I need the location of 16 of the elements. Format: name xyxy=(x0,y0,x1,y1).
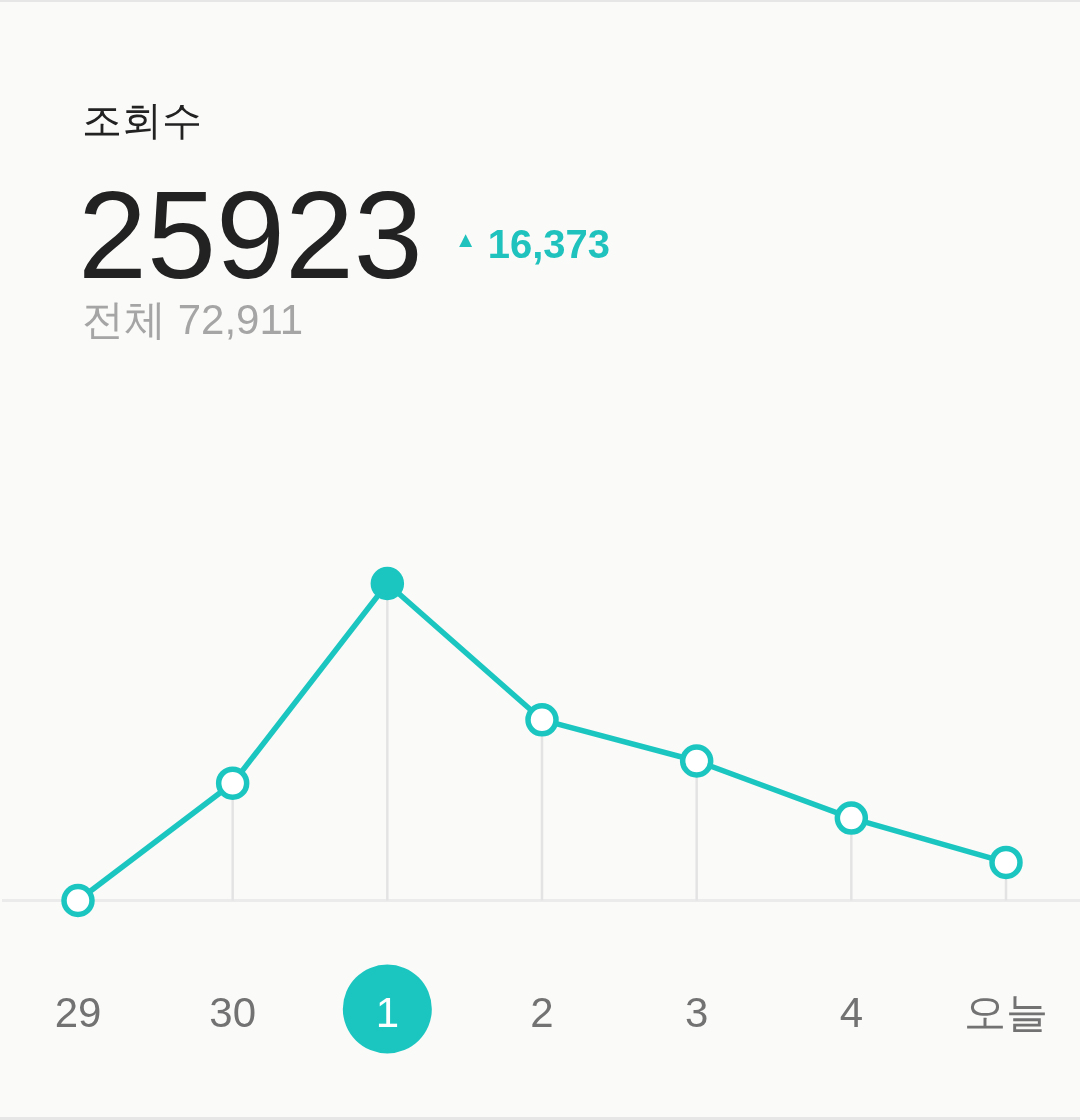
point xyxy=(370,566,405,601)
point xyxy=(215,766,250,800)
point xyxy=(834,801,869,835)
xtick: 4 xyxy=(839,988,863,1036)
point xyxy=(679,744,714,778)
annotation: $^{▲}$ 16,373 xyxy=(454,222,611,266)
xtick: 3 xyxy=(685,988,709,1036)
point xyxy=(989,845,1023,880)
title: 조회수 xyxy=(82,98,202,142)
xtick: 오늘 xyxy=(964,988,1048,1036)
xtick: 30 xyxy=(209,988,257,1036)
xtick: 2 xyxy=(530,988,554,1036)
xtick: 1 xyxy=(375,988,399,1036)
point xyxy=(525,703,559,737)
point xyxy=(61,883,95,918)
xtick: 29 xyxy=(54,988,102,1036)
